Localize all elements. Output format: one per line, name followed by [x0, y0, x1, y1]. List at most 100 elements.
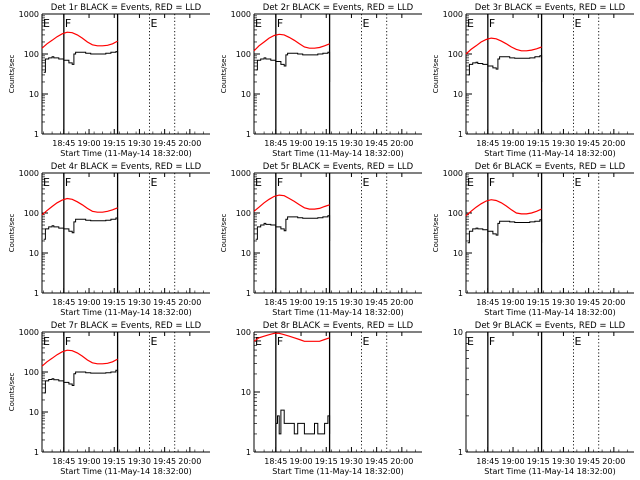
x-tick-label: 19:45: [577, 457, 600, 466]
x-tick-label: 19:00: [502, 457, 525, 466]
x-tick-label: 20:00: [178, 298, 201, 307]
x-tick-label: 20:00: [390, 139, 413, 148]
x-tick-label: 18:45: [52, 298, 75, 307]
event-label: F: [277, 176, 283, 189]
lld-series-line: [41, 349, 118, 367]
x-tick-label: 19:15: [527, 298, 550, 307]
event-label: F: [277, 335, 283, 348]
x-tick-label: 19:30: [128, 298, 151, 307]
x-tick-label: 20:00: [178, 457, 201, 466]
y-tick-label: 1: [458, 448, 463, 457]
x-tick-label: 19:15: [315, 298, 338, 307]
event-label: E: [575, 335, 582, 348]
x-axis-label: Start Time (11-May-14 18:32:00): [60, 149, 191, 158]
event-label: E: [467, 17, 474, 30]
event-label: E: [43, 335, 50, 348]
event-label: F: [277, 17, 283, 30]
events-series-line: [467, 219, 543, 244]
detector-panel: Det 8r BLACK = Events, RED = LLD 1 10 100 18…: [236, 321, 422, 476]
y-tick-label: 1: [458, 130, 463, 139]
x-tick-label: 20:00: [602, 139, 625, 148]
panel-title: Det 7r BLACK = Events, RED = LLD: [51, 321, 202, 331]
event-label: E: [467, 176, 474, 189]
x-tick-label: 19:15: [315, 457, 338, 466]
lld-series-line: [41, 31, 118, 49]
y-tick-label: 100: [448, 209, 463, 218]
y-axis-label: Counts/sec: [432, 55, 440, 94]
y-tick-label: 1: [246, 448, 251, 457]
y-tick-label: 10: [453, 328, 463, 337]
x-tick-label: 19:00: [290, 298, 313, 307]
x-tick-label: 19:30: [340, 139, 363, 148]
y-tick-label: 1000: [231, 169, 251, 178]
y-axis-label: Counts/sec: [220, 214, 228, 253]
x-axis-label: Start Time (11-May-14 18:32:00): [484, 308, 615, 317]
event-label: E: [151, 176, 158, 189]
y-axis-label: Counts/sec: [8, 55, 16, 94]
y-tick-label: 1000: [19, 169, 39, 178]
y-tick-label: 1: [246, 130, 251, 139]
x-axis-label: Start Time (11-May-14 18:32:00): [60, 308, 191, 317]
y-tick-label: 100: [24, 209, 39, 218]
x-tick-label: 18:45: [476, 139, 499, 148]
x-tick-label: 19:15: [527, 457, 550, 466]
x-tick-label: 19:00: [78, 457, 101, 466]
event-label: E: [151, 335, 158, 348]
y-tick-label: 1000: [443, 10, 463, 19]
y-tick-label: 10: [241, 388, 251, 397]
x-axis-label: Start Time (11-May-14 18:32:00): [272, 149, 403, 158]
x-tick-label: 19:45: [365, 139, 388, 148]
panel-title: Det 4r BLACK = Events, RED = LLD: [51, 162, 202, 172]
x-tick-label: 19:00: [78, 298, 101, 307]
y-axis-label: Counts/sec: [432, 214, 440, 253]
x-tick-label: 20:00: [390, 457, 413, 466]
panel-title: Det 6r BLACK = Events, RED = LLD: [475, 162, 626, 172]
lld-series-line: [465, 199, 542, 217]
x-tick-label: 19:30: [552, 298, 575, 307]
x-tick-label: 19:30: [552, 139, 575, 148]
events-series-line: [255, 51, 331, 82]
y-tick-label: 100: [24, 368, 39, 377]
event-label: E: [151, 17, 158, 30]
y-tick-label: 1: [246, 289, 251, 298]
y-tick-label: 10: [241, 90, 251, 99]
event-label: F: [489, 17, 495, 30]
lld-series-line: [253, 194, 330, 212]
event-label: E: [363, 17, 370, 30]
x-tick-label: 19:15: [103, 457, 126, 466]
panel-title: Det 3r BLACK = Events, RED = LLD: [475, 3, 626, 13]
event-label: F: [489, 335, 495, 348]
x-tick-label: 19:45: [577, 139, 600, 148]
x-tick-label: 19:00: [502, 298, 525, 307]
detector-panel: Det 4r BLACK = Events, RED = LLD 1 10 100 10…: [8, 162, 210, 317]
event-label: E: [575, 176, 582, 189]
y-tick-label: 100: [448, 50, 463, 59]
x-tick-label: 18:45: [264, 298, 287, 307]
x-tick-label: 18:45: [264, 139, 287, 148]
x-tick-label: 19:00: [502, 139, 525, 148]
detector-panel: Det 9r BLACK = Events, RED = LLD 1 10 18:45…: [453, 321, 634, 476]
panel-title: Det 2r BLACK = Events, RED = LLD: [263, 3, 414, 13]
y-tick-label: 1: [34, 289, 39, 298]
y-tick-label: 100: [24, 50, 39, 59]
event-label: E: [43, 176, 50, 189]
detector-panel: Det 3r BLACK = Events, RED = LLD 1 10 100 10…: [432, 3, 634, 158]
event-label: E: [43, 17, 50, 30]
panel-title: Det 1r BLACK = Events, RED = LLD: [51, 3, 202, 13]
x-axis-label: Start Time (11-May-14 18:32:00): [484, 149, 615, 158]
event-label: E: [575, 17, 582, 30]
y-tick-label: 10: [453, 249, 463, 258]
x-tick-label: 19:15: [103, 139, 126, 148]
x-tick-label: 18:45: [52, 457, 75, 466]
y-tick-label: 100: [236, 50, 251, 59]
x-tick-label: 19:30: [128, 457, 151, 466]
y-tick-label: 10: [29, 90, 39, 99]
panel-title: Det 5r BLACK = Events, RED = LLD: [263, 162, 414, 172]
event-label: F: [65, 176, 71, 189]
x-tick-label: 19:45: [153, 139, 176, 148]
y-axis-label: Counts/sec: [8, 373, 16, 412]
y-tick-label: 1: [458, 289, 463, 298]
y-tick-label: 10: [453, 90, 463, 99]
x-tick-label: 19:30: [552, 457, 575, 466]
